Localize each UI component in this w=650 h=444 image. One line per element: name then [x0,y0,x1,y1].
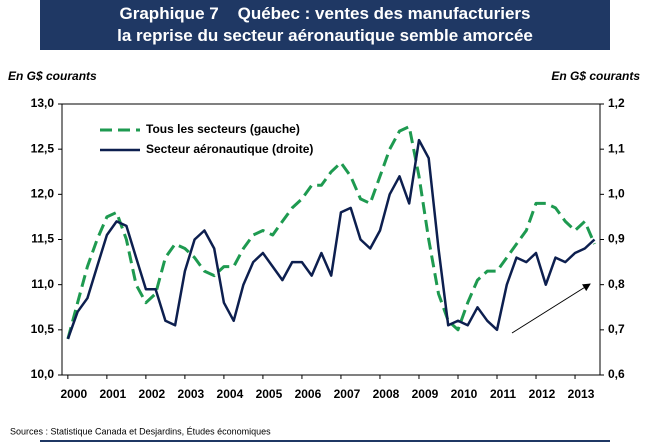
y2-tick-label: 0,7 [608,322,625,336]
plot-frame [61,103,601,376]
x-tick-label: 2011 [490,387,516,401]
x-tick-label: 2002 [139,387,166,401]
legend-label: Tous les secteurs (gauche) [146,122,300,136]
y2-tick-label: 0,6 [608,367,625,381]
y-tick-label: 13,0 [31,96,55,110]
x-tick-label: 2003 [178,387,205,401]
y-tick-label: 12,5 [31,141,55,155]
y-tick-label: 11,0 [31,277,54,291]
y2-axis-label: En G$ courants [551,69,640,83]
y2-tick-label: 0,9 [608,232,625,246]
x-tick-label: 2012 [529,387,556,401]
y-tick-label: 11,5 [31,232,54,246]
chart-title: Graphique 7 Québec : ventes des manufact… [119,4,531,23]
x-tick-label: 2006 [295,387,322,401]
x-tick-label: 2000 [61,387,88,401]
y2-tick-label: 1,0 [608,187,625,201]
y2-tick-label: 1,1 [608,141,625,155]
x-tick-label: 2013 [568,387,595,401]
trend-arrow [511,283,591,334]
x-tick-label: 2010 [451,387,478,401]
x-tick-label: 2008 [373,387,400,401]
y-tick-label: 10,5 [31,322,55,336]
series-line [66,125,596,340]
chart-subtitle: la reprise du secteur aéronautique sembl… [117,26,533,45]
y-tick-label: 12,0 [31,187,55,201]
y2-tick-label: 0,8 [608,277,625,291]
x-tick-label: 2005 [256,387,283,401]
y-axis-label: En G$ courants [8,69,97,83]
x-tick-label: 2004 [217,387,244,401]
x-tick-label: 2009 [412,387,439,401]
legend-label: Secteur aéronautique (droite) [146,142,313,156]
y2-tick-label: 1,2 [608,96,625,110]
y-tick-label: 10,0 [31,367,55,381]
x-tick-label: 2007 [334,387,361,401]
source: Sources : Statistique Canada et Desjardi… [10,426,271,436]
series-line [66,138,596,340]
header: Graphique 7 Québec : ventes des manufact… [40,0,610,50]
x-tick-label: 2001 [100,387,127,401]
